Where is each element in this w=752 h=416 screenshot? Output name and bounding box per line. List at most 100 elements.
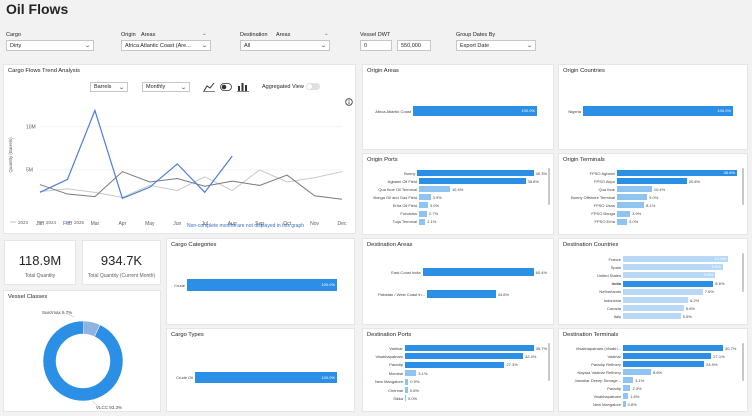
- origin-terminals-value: 8.1%: [646, 202, 656, 208]
- destination-countries-row[interactable]: Netherlands 7.6%: [563, 288, 741, 295]
- destination-ports-row[interactable]: Paradip 27.3%: [367, 361, 547, 368]
- destination-countries-row[interactable]: India 8.6%: [563, 280, 741, 287]
- destination-countries-row[interactable]: Italy 5.5%: [563, 313, 741, 320]
- origin-ports-row[interactable]: Bonga Oil and Gas Field 3.9%: [367, 194, 547, 201]
- destination-ports-label: Vadinar: [389, 345, 403, 351]
- origin-mode-value: Areas: [141, 32, 156, 38]
- destination-terminals-row[interactable]: New Mangalore 0.8%: [563, 401, 741, 407]
- destination-ports-row[interactable]: Chennai 0.8%: [367, 387, 547, 393]
- scrollbar[interactable]: [742, 168, 744, 205]
- destination-terminals-bar: [623, 377, 634, 383]
- destination-terminals-row[interactable]: Paradip 2.3%: [563, 385, 741, 391]
- chevron-down-icon: ⌄: [179, 84, 188, 91]
- destination-terminals-row[interactable]: Visakhapatnam 1.6%: [563, 393, 741, 399]
- origin-ports-row[interactable]: Agbami Oil Field 35.8%: [367, 178, 547, 185]
- vessel-dwt-label: Vessel DWT: [360, 32, 391, 38]
- origin-terminals-row[interactable]: FPSO Agbami 35.8%: [563, 170, 741, 176]
- destination-terminals-row[interactable]: Visakhapatnam (Visakh... 30.7%: [563, 345, 741, 351]
- origin-ports-label: Qua Iboe Oil Terminal: [378, 186, 417, 192]
- destination-countries-card: Destination Countries France 10.0% Spain 9.5…: [558, 238, 748, 325]
- origin-terminals-bar: [617, 194, 648, 201]
- destination-countries-value: 5.8%: [685, 305, 696, 311]
- cargo-types-row[interactable]: Crude Oil 100.0%: [171, 372, 348, 383]
- destination-mode-select[interactable]: Areas ⌄: [276, 31, 329, 38]
- destination-ports-row[interactable]: Vadinar 35.7%: [367, 345, 547, 351]
- group-dates-select[interactable]: Export Date ⌄: [456, 40, 536, 51]
- chevron-down-icon: ⌄: [200, 43, 209, 49]
- origin-ports-row[interactable]: Bonny 40.3%: [367, 170, 547, 176]
- origin-terminals-row[interactable]: Bonny Offshore Terminal 9.0%: [563, 194, 741, 201]
- cargo-filter[interactable]: Dirty ⌄: [6, 40, 94, 51]
- origin-terminals-row[interactable]: FPSO Akpo 20.8%: [563, 178, 741, 185]
- origin-terminals-label: Bonny Offshore Terminal: [571, 194, 615, 200]
- info-icon[interactable]: [345, 98, 353, 106]
- destination-terminals-value: 8.6%: [653, 369, 663, 375]
- toggle-icon[interactable]: [220, 83, 232, 91]
- destination-countries-row[interactable]: United States 8.8%: [563, 272, 741, 279]
- vessel-dwt-min-input[interactable]: 0: [360, 40, 392, 51]
- destination-countries-row[interactable]: Indonesia 6.2%: [563, 297, 741, 303]
- origin-ports-row[interactable]: Forcados 2.7%: [367, 210, 547, 217]
- scrollbar[interactable]: [742, 343, 744, 381]
- vessel-dwt-max-input[interactable]: 550,000: [397, 40, 431, 51]
- trend-line-chart[interactable]: Quantity (Barrels) 10M 5M Jan Feb Mar Apr May…: [4, 95, 357, 235]
- destination-ports-row[interactable]: Visakhapatnam 32.4%: [367, 353, 547, 360]
- trend-x-tick-label: Jun: [173, 221, 181, 227]
- destination-filter-label: Destination: [240, 32, 268, 38]
- origin-ports-row[interactable]: Tulja Terminal 2.1%: [367, 218, 547, 225]
- destination-areas-row[interactable]: East Coast India 60.4%: [367, 268, 547, 276]
- cargo-types-label: Crude Oil: [176, 375, 193, 380]
- destination-terminals-row[interactable]: Paradip Refinery 24.9%: [563, 361, 741, 367]
- destination-countries-row[interactable]: France 10.0%: [563, 256, 741, 262]
- period-select[interactable]: Monthly ⌄: [142, 82, 190, 92]
- destination-countries-title: Destination Countries: [563, 242, 619, 248]
- destination-countries-row[interactable]: Spain 9.5%: [563, 264, 741, 271]
- origin-terminals-value: 3.0%: [629, 219, 639, 225]
- trend-title: Cargo Flows Trend Analysis: [8, 68, 80, 74]
- origin-terminals-row[interactable]: FPSO Erha 3.0%: [563, 218, 741, 225]
- destination-ports-row[interactable]: Sikka 0.0%: [367, 395, 547, 402]
- origin-terminals-row[interactable]: Qua Iboe 10.4%: [563, 186, 741, 193]
- scrollbar[interactable]: [548, 168, 550, 205]
- destination-countries-row[interactable]: Canada 5.8%: [563, 305, 741, 312]
- destination-ports-row[interactable]: New Mangalore 0.9%: [367, 378, 547, 385]
- destination-filter[interactable]: All ⌄: [240, 40, 330, 51]
- line-chart-icon[interactable]: [203, 82, 215, 92]
- aggregated-view-toggle[interactable]: [306, 83, 320, 90]
- destination-areas-card: Destination Areas East Coast India 60.4% Pa…: [362, 238, 554, 325]
- origin-ports-row[interactable]: Qua Iboe Oil Terminal 10.4%: [367, 186, 547, 193]
- origin-ports-bar: [419, 186, 450, 193]
- unit-select[interactable]: Barrels ⌄: [90, 82, 128, 92]
- destination-terminals-row[interactable]: Nayara Vadinar Refinery 8.6%: [563, 369, 741, 375]
- destination-ports-bar: [405, 361, 505, 368]
- origin-ports-value: 2.1%: [427, 219, 437, 225]
- donut-label-suezmax: Suezmax 6.7%: [42, 310, 72, 315]
- origin-ports-label: Bonga Oil and Gas Field: [373, 194, 417, 200]
- destination-terminals-card: Destination Terminals Visakhapatnam (Visa…: [558, 328, 748, 412]
- origin-mode-select[interactable]: Areas ⌄: [141, 31, 207, 38]
- origin-terminals-row[interactable]: FPSO Bonga 3.9%: [563, 210, 741, 217]
- destination-terminals-value: 1.6%: [630, 393, 640, 399]
- scrollbar[interactable]: [742, 253, 744, 292]
- origin-filter[interactable]: Africa Atlantic Coast (Are... ⌄: [121, 40, 211, 51]
- origin-terminals-row[interactable]: FPSO Usan 8.1%: [563, 202, 741, 209]
- destination-countries-label: Spain: [610, 264, 621, 270]
- cargo-types-card: Cargo Types Crude Oil 100.0%: [166, 328, 355, 412]
- origin-ports-row[interactable]: Erha Oil Field 3.0%: [367, 202, 547, 209]
- origin-countries-row[interactable]: Nigeria 100.0%: [563, 106, 741, 116]
- destination-terminals-label: Paradip: [607, 385, 621, 391]
- trend-series-2024: [39, 171, 343, 200]
- destination-countries-value: 7.6%: [704, 289, 714, 295]
- destination-ports-row[interactable]: Mumbai 3.1%: [367, 370, 547, 377]
- destination-countries-bar: [623, 288, 703, 295]
- destination-areas-row[interactable]: Pakistan / West Coast In... 34.6%: [367, 290, 547, 298]
- vessel-classes-donut[interactable]: Suezmax 6.7% VLCC 93.3%: [4, 303, 162, 413]
- bar-chart-icon[interactable]: [237, 82, 249, 92]
- scrollbar[interactable]: [548, 343, 550, 381]
- origin-areas-row[interactable]: Africa Atlantic Coast 100.0%: [367, 106, 547, 116]
- destination-countries-bar: [623, 280, 714, 287]
- destination-ports-bar: [405, 395, 406, 402]
- destination-terminals-row[interactable]: Vadinar 27.1%: [563, 353, 741, 359]
- destination-terminals-row[interactable]: Jawahar Deeep Storage... 3.1%: [563, 377, 741, 383]
- cargo-categories-row[interactable]: Crude 100.0%: [171, 279, 348, 291]
